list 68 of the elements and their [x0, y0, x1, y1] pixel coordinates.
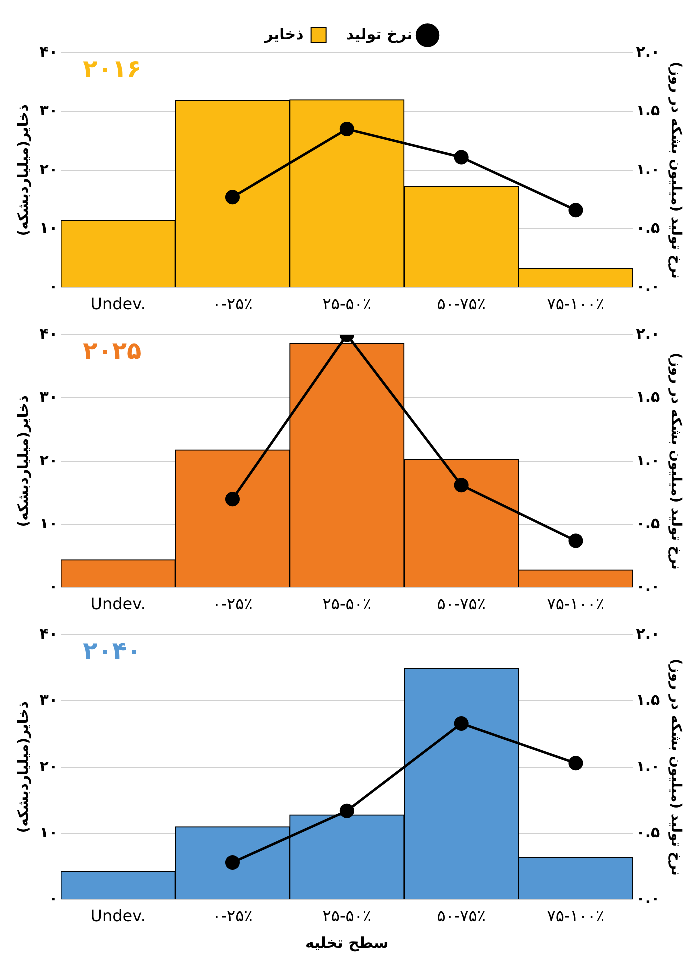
y-tick-label: ۴۰	[40, 624, 58, 643]
legend-label: ذخایر	[264, 25, 304, 44]
x-tick-label: ۵۰-۷۵٪	[437, 906, 486, 926]
x-tick-label: ۷۵-۱۰۰٪	[547, 594, 605, 614]
point	[454, 478, 469, 493]
y2-tick-label: ۰.۵	[636, 823, 660, 842]
x-tick-label: ۲۵-۵۰٪	[322, 906, 372, 926]
chart-title: ۲۰۴۰	[83, 637, 142, 666]
x-tick-label: ۵۰-۷۵٪	[437, 294, 486, 314]
y2-tick-label: ۱.۵	[636, 102, 660, 120]
x-axis-title: سطح تخلیه	[306, 934, 389, 952]
x-tick-label: ۰-۲۵٪	[212, 294, 253, 314]
y2-tick-label: ۰.۵	[636, 514, 660, 532]
chart-title: ۲۰۲۵	[83, 337, 142, 366]
y-tick-label: ۱۰	[40, 823, 58, 842]
y-tick-label: ۱۰	[40, 218, 58, 237]
y-tick-label: ۳۰	[40, 388, 58, 406]
y2-axis-title: نرخ تولید (میلیون بشکه در روز)	[668, 352, 684, 570]
y2-tick-label: ۱.۰	[636, 451, 660, 470]
x-tick-label: ۷۵-۱۰۰٪	[547, 906, 605, 926]
y2-tick-label: ۱.۰	[636, 160, 660, 178]
x-tick-label: ۷۵-۱۰۰٪	[547, 294, 605, 314]
y-tick-label: ۴۰	[40, 324, 58, 343]
y2-tick-label: ۰.۰	[636, 578, 660, 596]
y-tick-label: ۰	[48, 578, 58, 596]
y-tick-label: ۳۰	[40, 102, 58, 120]
x-tick-label: ۲۵-۵۰٪	[322, 594, 372, 614]
y2-tick-label: ۱.۰	[636, 757, 660, 776]
x-tick-label: ۰-۲۵٪	[212, 906, 253, 926]
point	[225, 855, 240, 870]
y2-tick-label: ۲.۰	[636, 324, 660, 343]
x-tick-label: Undev.	[90, 594, 146, 614]
y2-tick-label: ۲.۰	[636, 624, 660, 643]
y-tick-label: ۲۰	[40, 757, 58, 776]
y-axis-title: ذخایر(میلیاردبشکه)	[16, 702, 32, 834]
x-tick-label: Undev.	[90, 294, 146, 314]
x-tick-label: ۵۰-۷۵٪	[437, 594, 486, 614]
x-tick-label: ۰-۲۵٪	[212, 594, 253, 614]
point	[568, 203, 584, 218]
point	[225, 190, 240, 205]
point	[568, 534, 584, 548]
y-tick-label: ۴۰	[40, 42, 58, 61]
y-tick-label: ۱۰	[40, 514, 58, 532]
point	[225, 492, 240, 507]
y-tick-label: ۲۰	[40, 451, 58, 470]
chart-title: ۲۰۱۶	[83, 55, 142, 84]
y-tick-label: ۰	[48, 890, 58, 908]
point	[454, 716, 469, 731]
y-tick-label: ۲۰	[40, 160, 58, 178]
y2-tick-label: ۰.۰	[636, 278, 660, 296]
point	[568, 756, 584, 771]
y-axis-title: ذخایر(میلیاردبشکه)	[16, 396, 32, 528]
point	[340, 122, 354, 137]
y2-tick-label: ۱.۵	[636, 691, 660, 710]
y-axis-title: ذخایر(میلیاردبشکه)	[16, 104, 32, 236]
x-tick-label: Undev.	[90, 906, 146, 926]
y-tick-label: ۳۰	[40, 691, 58, 710]
y2-tick-label: ۰.۰	[636, 890, 660, 908]
y2-tick-label: ۰.۵	[636, 218, 660, 237]
point	[454, 150, 469, 165]
y2-tick-label: ۲.۰	[636, 42, 660, 61]
y2-tick-label: ۱.۵	[636, 388, 660, 406]
x-tick-label: ۲۵-۵۰٪	[322, 294, 372, 314]
legend-label: نرخ تولید	[346, 25, 413, 44]
y-tick-label: ۰	[48, 278, 58, 296]
point	[340, 804, 354, 818]
y2-axis-title: نرخ تولید (میلیون بشکه در روز)	[668, 658, 684, 876]
y2-axis-title: نرخ تولید (میلیون بشکه در روز)	[668, 62, 684, 279]
